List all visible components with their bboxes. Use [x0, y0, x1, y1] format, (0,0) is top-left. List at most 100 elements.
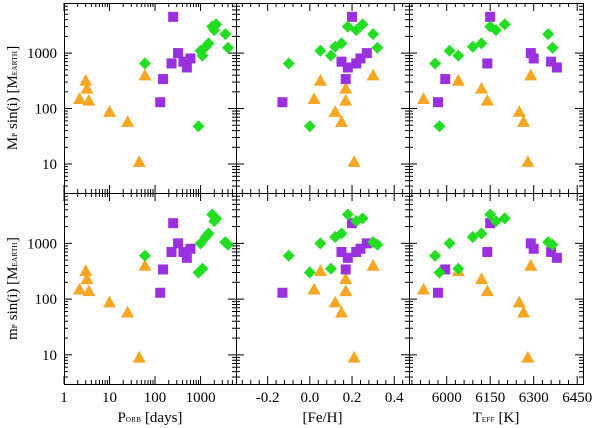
point-diamond-top-teff	[429, 57, 442, 70]
point-diamond-bottom-feh	[356, 212, 369, 225]
panel-bottom-teff	[409, 193, 584, 385]
x-tick-label-feh: 0.2	[343, 390, 362, 406]
point-triangle-top-feh	[307, 92, 321, 104]
point-triangle-top-teff	[512, 105, 526, 117]
point-square-top-porb	[168, 11, 179, 22]
point-triangle-bottom-teff	[524, 259, 538, 271]
point-diamond-top-feh	[324, 49, 337, 62]
point-square-top-teff	[482, 58, 493, 69]
point-triangle-bottom-porb	[103, 295, 117, 308]
point-triangle-top-porb	[80, 81, 94, 94]
point-triangle-bottom-porb	[73, 282, 87, 295]
x-tick-label-teff: 6150	[475, 390, 505, 406]
point-diamond-bottom-porb	[138, 249, 151, 262]
point-square-top-feh	[340, 74, 351, 85]
point-triangle-top-teff	[451, 74, 465, 86]
point-square-top-porb	[173, 48, 184, 59]
point-diamond-bottom-teff	[498, 212, 511, 225]
x-axis-label-feh: [Fe/H]	[303, 410, 343, 426]
point-triangle-top-porb	[121, 115, 135, 127]
point-square-bottom-porb	[158, 264, 169, 275]
point-triangle-top-feh	[339, 81, 353, 94]
point-square-bottom-teff	[528, 243, 539, 254]
point-diamond-bottom-feh	[324, 262, 337, 275]
point-diamond-top-teff	[433, 120, 446, 133]
point-triangle-top-porb	[73, 92, 87, 104]
point-square-top-teff	[485, 11, 496, 22]
x-tick-label-teff: 6450	[562, 390, 592, 406]
point-triangle-top-feh	[328, 105, 342, 117]
point-diamond-top-teff	[475, 37, 488, 50]
point-triangle-top-teff	[524, 68, 538, 81]
x-tick-label-feh: 0.4	[385, 390, 404, 406]
point-triangle-top-teff	[480, 93, 494, 106]
point-triangle-bottom-teff	[517, 305, 531, 318]
point-square-top-teff	[525, 48, 536, 59]
point-square-top-teff	[546, 56, 557, 67]
point-triangle-top-feh	[313, 74, 327, 86]
point-diamond-top-porb	[210, 18, 223, 31]
point-square-top-porb	[178, 56, 189, 67]
point-diamond-top-feh	[371, 41, 384, 54]
point-square-bottom-teff	[546, 246, 557, 257]
point-diamond-top-feh	[350, 24, 363, 37]
point-diamond-top-porb	[202, 37, 215, 50]
point-square-bottom-feh	[361, 238, 372, 249]
point-square-bottom-feh	[342, 252, 353, 263]
point-square-bottom-porb	[155, 287, 166, 298]
y-tick-label-top: 1000	[27, 46, 57, 62]
y-tick-label-bottom: 10	[42, 348, 57, 364]
point-diamond-bottom-teff	[466, 230, 479, 243]
point-diamond-bottom-feh	[314, 237, 327, 250]
point-diamond-top-feh	[367, 28, 380, 41]
point-diamond-top-teff	[466, 40, 479, 53]
point-square-top-feh	[355, 53, 366, 64]
point-square-top-feh	[342, 62, 353, 73]
point-square-top-porb	[166, 58, 177, 69]
point-diamond-bottom-porb	[221, 238, 234, 251]
point-square-bottom-porb	[168, 218, 179, 229]
point-triangle-bottom-porb	[138, 259, 152, 271]
point-triangle-bottom-teff	[475, 272, 488, 285]
point-diamond-bottom-feh	[282, 249, 295, 262]
point-square-top-teff	[528, 53, 539, 64]
point-diamond-top-teff	[443, 44, 456, 57]
point-square-bottom-teff	[551, 252, 562, 263]
point-triangle-top-feh	[347, 155, 361, 167]
point-diamond-bottom-teff	[452, 262, 465, 275]
point-triangle-bottom-porb	[82, 284, 96, 297]
x-axis-label-porb: PORB [days]	[118, 410, 183, 426]
point-diamond-bottom-feh	[341, 208, 354, 221]
point-triangle-bottom-porb	[80, 272, 94, 285]
point-diamond-top-porb	[219, 28, 232, 41]
point-square-top-porb	[181, 62, 192, 73]
point-triangle-top-teff	[417, 92, 430, 104]
x-tick-label-porb: 100	[144, 390, 167, 406]
point-square-top-porb	[155, 97, 166, 108]
point-triangle-bottom-porb	[132, 350, 146, 363]
point-diamond-top-teff	[452, 49, 465, 62]
point-diamond-top-feh	[314, 44, 327, 57]
point-square-bottom-porb	[173, 238, 184, 249]
point-square-top-feh	[351, 58, 362, 69]
point-diamond-top-feh	[335, 37, 348, 50]
point-square-top-teff	[551, 62, 562, 73]
point-diamond-top-porb	[138, 57, 151, 70]
point-diamond-top-teff	[498, 18, 511, 31]
point-diamond-top-porb	[221, 41, 234, 54]
point-triangle-bottom-feh	[313, 264, 327, 277]
y-tick-label-top: 100	[35, 102, 58, 118]
point-diamond-top-porb	[192, 120, 205, 133]
point-triangle-top-porb	[132, 155, 146, 167]
point-diamond-top-porb	[196, 49, 209, 62]
point-diamond-bottom-teff	[433, 266, 446, 279]
x-tick-label-feh: 0.0	[300, 390, 319, 406]
point-triangle-bottom-teff	[521, 350, 535, 363]
point-triangle-bottom-feh	[339, 272, 353, 285]
point-triangle-bottom-porb	[79, 264, 93, 277]
point-diamond-bottom-porb	[196, 262, 209, 275]
panel-bottom-feh	[236, 193, 410, 385]
point-square-bottom-teff	[433, 287, 443, 298]
point-diamond-top-teff	[542, 28, 555, 41]
